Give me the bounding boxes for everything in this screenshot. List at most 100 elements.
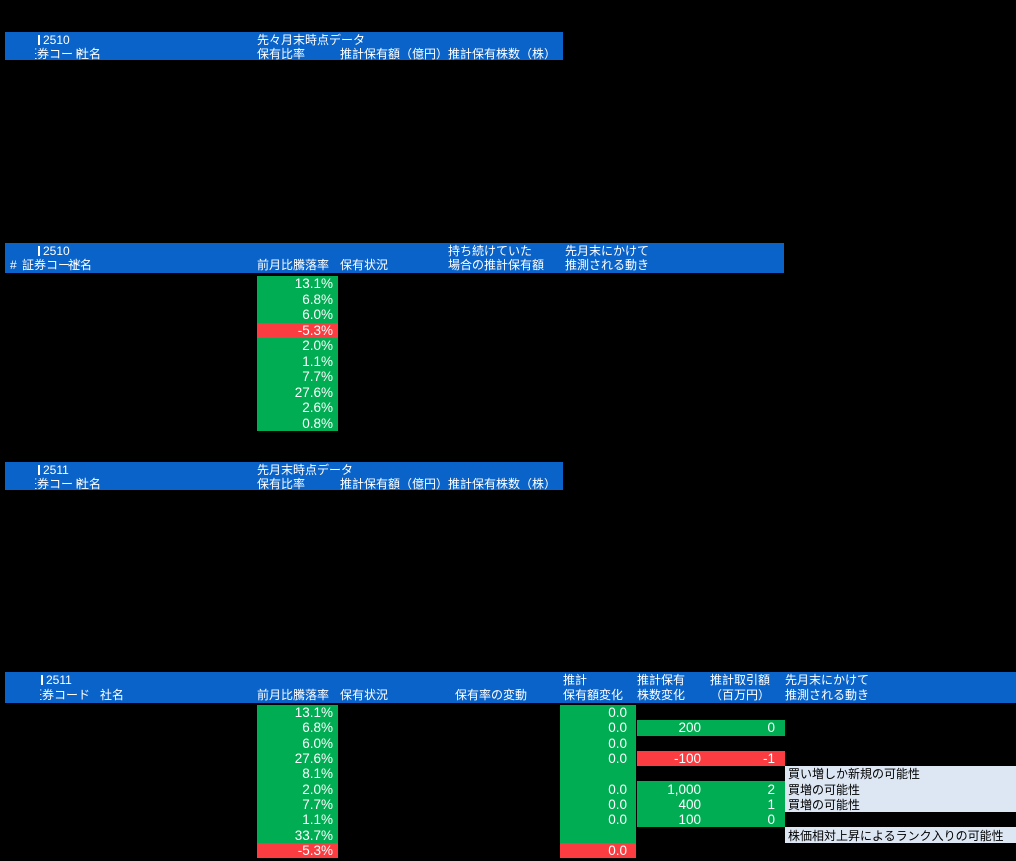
section4-col-header-trade-line2: （百万円） [710,688,771,702]
pct-cell[interactable]: 13.1% [257,276,338,292]
shares-trade-row[interactable] [637,705,785,720]
note-cell[interactable] [785,843,1016,858]
shares-trade-row[interactable] [637,736,785,751]
section4-header-band: 2511 推計 推計保有 推計取引額 先月末にかけて 証券コード 社名 前月比騰… [5,672,1016,703]
section4-col-header-shares-line1: 推計保有 [637,673,686,687]
section4-col-header-shares-line2: 株数変化 [637,688,686,702]
trade-cell[interactable]: 2 [767,781,775,797]
section4-notes-column: 買い増しか新規の可能性 買増の可能性 買増の可能性 株価相対上昇によるランク入り… [785,705,1016,858]
note-cell[interactable] [785,720,1016,735]
shares-trade-row[interactable] [637,766,785,781]
section2-col-header-holding-status: 保有状況 [340,258,389,272]
note-cell[interactable]: 株価相対上昇によるランク入りの可能性 [785,827,1016,843]
shares-trade-row[interactable]: 400 1 [637,796,785,813]
section2-col-header-hold-line2: 場合の推計保有額 [448,258,545,272]
section1-header-band: 2510 先々月末時点データ 証券コード 社名 保有比率 推計保有額（億円） 推… [5,32,563,61]
amount-cell[interactable]: 0.0 [560,842,636,858]
pct-cell[interactable]: 27.6% [257,750,338,767]
pct-cell[interactable]: 1.1% [257,353,338,369]
section3-period-code[interactable]: 2511 [38,463,69,477]
section2-col-header-sec-code: 証券コード [22,258,83,272]
amount-cell[interactable]: 0.0 [560,781,636,797]
pct-cell[interactable]: 7.7% [257,796,338,813]
section4-col-header-name: 社名 [100,688,125,702]
section3-col-header-ratio: 保有比率 [257,477,306,491]
shares-cell[interactable]: 1,000 [667,781,701,797]
section4-period-code[interactable]: 2511 [41,673,72,687]
sec-code-label: 証券コード [40,688,91,702]
section2-header-band: 2510 持ち続けていた 先月末にかけて # 証券コード 社名 前月比騰落率 保… [5,243,784,273]
shares-trade-row[interactable]: 100 0 [637,812,785,828]
section4-col-header-move-line2: 推測される動き [785,688,870,702]
pct-cell[interactable]: 27.6% [257,384,338,400]
pct-cell[interactable]: -5.3% [257,322,338,338]
pct-cell[interactable]: 2.0% [257,338,338,354]
sec-code-label: 証券コード [35,47,86,61]
pct-cell[interactable]: 2.6% [257,400,338,416]
amount-cell[interactable]: 0.0 [560,720,636,736]
shares-trade-row[interactable] [637,827,785,842]
amount-cell[interactable]: 0.0 [560,796,636,813]
section4-shares-trade-columns: 200 0 -100 -1 1,000 2 400 1 100 0 [637,705,785,858]
shares-cell[interactable]: 400 [678,796,701,812]
section3-col-header-name: 社名 [77,477,102,491]
pct-cell[interactable]: 0.8% [257,415,338,431]
pct-cell[interactable]: -5.3% [257,842,338,858]
shares-trade-row[interactable]: 200 0 [637,720,785,736]
note-cell[interactable]: 買い増しか新規の可能性 [785,766,1016,782]
amount-cell[interactable]: 0.0 [560,750,636,767]
pct-cell[interactable]: 13.1% [257,705,338,721]
amount-cell[interactable]: 0.0 [560,812,636,828]
trade-cell[interactable]: -1 [762,751,775,767]
shares-cell[interactable]: 200 [678,720,701,736]
note-cell[interactable] [785,736,1016,751]
section1-period-code[interactable]: 2510 [38,33,70,47]
amount-cell[interactable] [560,827,636,843]
note-cell[interactable]: 買増の可能性 [785,781,1016,797]
amount-cell[interactable]: 0.0 [560,735,636,751]
pct-cell[interactable]: 7.7% [257,369,338,385]
trade-cell[interactable]: 0 [767,812,775,828]
pct-cell[interactable]: 6.8% [257,291,338,307]
trade-cell[interactable]: 1 [767,796,775,812]
section4-col-header-trade-line1: 推計取引額 [710,673,771,687]
pct-cell[interactable]: 1.1% [257,812,338,828]
section2-col-header-mom-change: 前月比騰落率 [257,258,330,272]
section4-col-header-ratio-change: 保有率の変動 [455,688,528,702]
section1-col-header-sec-code: 証券コード [35,47,97,61]
section1-col-header-ratio: 保有比率 [257,47,306,61]
shares-trade-row[interactable]: 1,000 2 [637,781,785,797]
pct-cell[interactable]: 33.7% [257,827,338,843]
amount-cell[interactable]: 0.0 [560,705,636,721]
shares-cell[interactable]: -100 [673,751,701,767]
note-cell[interactable] [785,812,1016,827]
pct-cell[interactable]: 6.0% [257,735,338,751]
section3-col-header-sec-code: 証券コード [35,477,97,491]
pct-cell[interactable]: 2.0% [257,781,338,797]
section1-col-header-est-shares: 推計保有株数（株） [448,47,557,61]
note-cell[interactable]: 買増の可能性 [785,796,1016,813]
shares-trade-row[interactable]: -100 -1 [637,750,785,767]
pct-cell[interactable]: 6.0% [257,307,338,323]
note-cell[interactable] [785,705,1016,720]
pct-cell[interactable]: 6.8% [257,720,338,736]
pct-cell[interactable]: 8.1% [257,766,338,782]
section3-period-label: 先月末時点データ [257,463,354,477]
note-cell[interactable] [785,751,1016,766]
section1-col-header-est-amount: 推計保有額（億円） [340,47,449,61]
shares-cell[interactable]: 100 [678,812,701,828]
section2-col-header-move-line2: 推測される動き [565,258,650,272]
trade-cell[interactable]: 0 [767,720,775,736]
section2-col-header-move-line1: 先月末にかけて [565,244,650,258]
section1-period-label: 先々月末時点データ [257,33,366,47]
section4-amount-change-column: 0.0 0.0 0.0 0.0 0.0 0.0 0.0 0.0 [560,705,636,858]
section4-col-header-move-line1: 先月末にかけて [785,673,870,687]
section3-col-header-est-amount: 推計保有額（億円） [340,477,449,491]
section1-col-header-name: 社名 [77,47,102,61]
section3-col-header-est-shares: 推計保有株数（株） [448,477,557,491]
section4-mom-change-column: 13.1% 6.8% 6.0% 27.6% 8.1% 2.0% 7.7% 1.1… [257,705,338,858]
section2-period-code[interactable]: 2510 [38,244,70,258]
amount-cell[interactable] [560,766,636,782]
shares-trade-row[interactable] [637,843,785,858]
